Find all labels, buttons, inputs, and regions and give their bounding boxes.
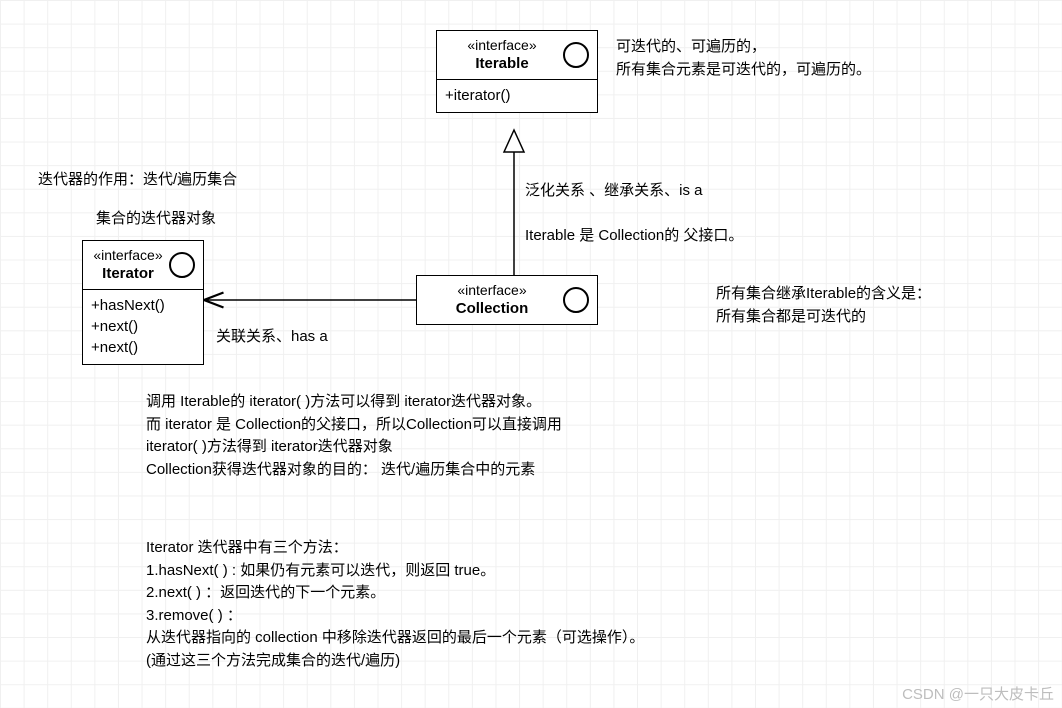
- uml-method: +iterator(): [445, 85, 589, 106]
- text-iterableNote: 可迭代的、可遍历的，所有集合元素是可迭代的，可遍历的。: [616, 36, 871, 81]
- uml-body-iterable: +iterator(): [437, 80, 597, 112]
- uml-header-iterable: «interface» Iterable: [437, 31, 597, 80]
- interface-lollipop-icon: [563, 42, 589, 68]
- text-line: 1.hasNext( ) : 如果仍有元素可以迭代，则返回 true。: [146, 560, 644, 583]
- text-line: 调用 Iterable的 iterator( )方法可以得到 iterator迭…: [146, 391, 562, 414]
- uml-stereotype: «interface»: [91, 247, 165, 265]
- text-collectionNote: 所有集合继承Iterable的含义是：所有集合都是可迭代的: [716, 283, 931, 328]
- text-line: 从迭代器指向的 collection 中移除迭代器返回的最后一个元素（可选操作）…: [146, 627, 644, 650]
- uml-box-iterable: «interface» Iterable +iterator(): [436, 30, 598, 113]
- watermark-text: CSDN @一只大皮卡丘: [902, 683, 1054, 704]
- text-line: iterator( )方法得到 iterator迭代器对象: [146, 436, 562, 459]
- interface-lollipop-icon: [169, 252, 195, 278]
- interface-lollipop-icon: [563, 287, 589, 313]
- text-paragraph2: Iterator 迭代器中有三个方法：1.hasNext( ) : 如果仍有元素…: [146, 537, 644, 672]
- uml-body-iterator: +hasNext() +next() +next(): [83, 290, 203, 364]
- text-line: 关联关系、has a: [216, 326, 328, 349]
- text-line: 可迭代的、可遍历的，: [616, 36, 871, 59]
- text-line: 泛化关系 、继承关系、is a: [525, 180, 743, 203]
- uml-name: Collection: [425, 300, 559, 319]
- text-line: Iterator 迭代器中有三个方法：: [146, 537, 644, 560]
- text-line: [525, 203, 743, 226]
- content-layer: «interface» Iterable +iterator() «interf…: [0, 0, 1062, 708]
- text-iteratorTitleNote: 迭代器的作用：迭代/遍历集合: [38, 169, 237, 192]
- text-line: 3.remove( ) ：: [146, 605, 644, 628]
- text-line: 所有集合都是可迭代的: [716, 306, 931, 329]
- uml-header-iterator: «interface» Iterator: [83, 241, 203, 290]
- uml-box-iterator: «interface» Iterator +hasNext() +next() …: [82, 240, 204, 365]
- uml-stereotype: «interface»: [445, 37, 559, 55]
- uml-box-collection: «interface» Collection: [416, 275, 598, 325]
- text-paragraph1: 调用 Iterable的 iterator( )方法可以得到 iterator迭…: [146, 391, 562, 481]
- text-line: 2.next( ) ：返回迭代的下一个元素。: [146, 582, 644, 605]
- text-line: 所有集合继承Iterable的含义是：: [716, 283, 931, 306]
- text-line: 而 iterator 是 Collection的父接口，所以Collection…: [146, 414, 562, 437]
- text-line: 集合的迭代器对象: [96, 208, 216, 231]
- uml-name: Iterator: [91, 265, 165, 284]
- text-line: Iterable 是 Collection的 父接口。: [525, 225, 743, 248]
- uml-method: +next(): [91, 337, 195, 358]
- text-iteratorSubNote: 集合的迭代器对象: [96, 208, 216, 231]
- uml-name: Iterable: [445, 55, 559, 74]
- text-genLabel: 泛化关系 、继承关系、is a Iterable 是 Collection的 父…: [525, 180, 743, 248]
- uml-method: +hasNext(): [91, 295, 195, 316]
- uml-header-collection: «interface» Collection: [417, 276, 597, 324]
- text-line: 所有集合元素是可迭代的，可遍历的。: [616, 59, 871, 82]
- text-line: Collection获得迭代器对象的目的： 迭代/遍历集合中的元素: [146, 459, 562, 482]
- text-line: (通过这三个方法完成集合的迭代/遍历): [146, 650, 644, 673]
- text-assocLabel: 关联关系、has a: [216, 326, 328, 349]
- text-line: 迭代器的作用：迭代/遍历集合: [38, 169, 237, 192]
- uml-stereotype: «interface»: [425, 282, 559, 300]
- uml-method: +next(): [91, 316, 195, 337]
